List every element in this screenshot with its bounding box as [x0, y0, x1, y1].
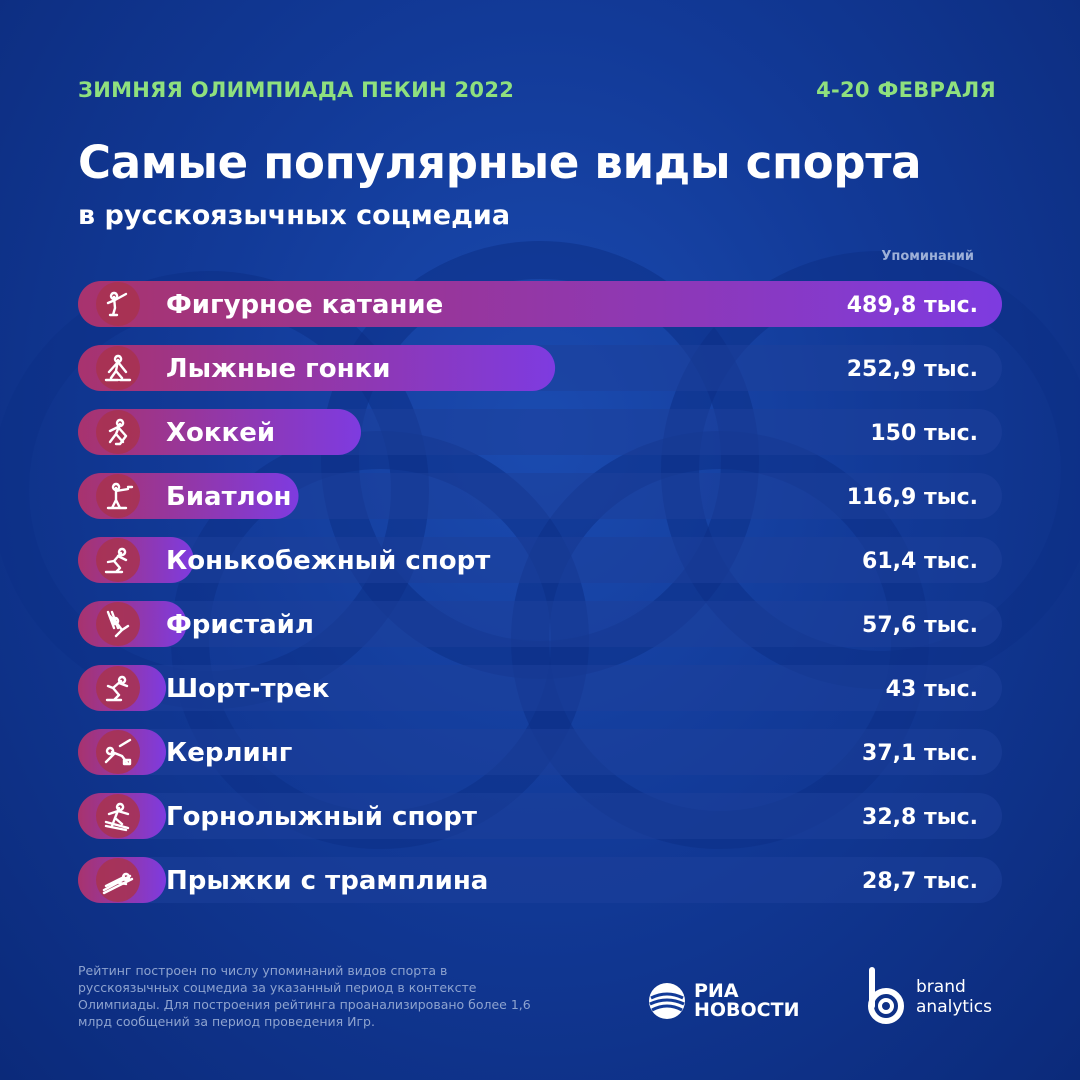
- brand-analytics-logo: brand analytics: [864, 966, 992, 1028]
- biathlon-icon: [106, 482, 134, 510]
- category-label: Шорт-трек: [166, 674, 330, 704]
- bar-row: Фигурное катание 489,8 тыс.: [78, 281, 1002, 327]
- value-axis-label: Упоминаний: [881, 249, 974, 264]
- category-label: Конькобежный спорт: [166, 546, 490, 576]
- icon-badge: [96, 474, 140, 518]
- value-label: 43 тыс.: [886, 677, 978, 702]
- category-label: Фристайл: [166, 610, 314, 640]
- page-title: Самые популярные виды спорта: [78, 136, 922, 189]
- ria-globe-icon: [649, 983, 685, 1019]
- bar-row: Прыжки с трамплина 28,7 тыс.: [78, 857, 1002, 903]
- freestyle-skiing-icon: [106, 610, 130, 638]
- category-label: Керлинг: [166, 738, 292, 768]
- value-label: 61,4 тыс.: [862, 549, 978, 574]
- value-label: 252,9 тыс.: [847, 357, 978, 382]
- bar-row: Керлинг 37,1 тыс.: [78, 729, 1002, 775]
- bar: [78, 281, 1002, 327]
- bar-track: [78, 729, 1002, 775]
- methodology-footnote: Рейтинг построен по числу упоминаний вид…: [78, 963, 531, 1029]
- page-subtitle: в русскоязычных соцмедиа: [78, 200, 511, 231]
- ria-logo-line1: РИА: [694, 980, 739, 1002]
- bar-row: Хоккей 150 тыс.: [78, 409, 1002, 455]
- bar-track: [78, 473, 1002, 519]
- category-label: Биатлон: [166, 482, 292, 512]
- speed-skating-icon: [104, 547, 128, 574]
- bar-row: Биатлон 116,9 тыс.: [78, 473, 1002, 519]
- category-label: Лыжные гонки: [166, 354, 390, 384]
- ba-logo-line2: analytics: [916, 997, 992, 1017]
- category-label: Фигурное катание: [166, 290, 443, 320]
- figure-skating-icon: [106, 291, 128, 317]
- value-label: 150 тыс.: [870, 421, 978, 446]
- category-label: Прыжки с трамплина: [166, 866, 488, 896]
- short-track-icon: [105, 675, 129, 702]
- bar-track: [78, 857, 1002, 903]
- bar-row: Горнолыжный спорт 32,8 тыс.: [78, 793, 1002, 839]
- bar-row: Лыжные гонки 252,9 тыс.: [78, 345, 1002, 391]
- ria-novosti-logo: РИА НОВОСТИ: [648, 982, 800, 1020]
- icon-badge: [96, 538, 140, 582]
- value-label: 489,8 тыс.: [847, 293, 978, 318]
- value-label: 28,7 тыс.: [862, 869, 978, 894]
- bar: [78, 409, 361, 455]
- ria-logo-line2: НОВОСТИ: [694, 999, 800, 1021]
- bar-row: Шорт-трек 43 тыс.: [78, 665, 1002, 711]
- icon-badge: [96, 666, 140, 710]
- ski-jumping-icon: [102, 872, 134, 895]
- value-label: 116,9 тыс.: [847, 485, 978, 510]
- bar-track: [78, 665, 1002, 711]
- brand-analytics-mark-icon: [868, 967, 904, 1024]
- cross-country-skiing-icon: [104, 354, 132, 382]
- bar-track: [78, 793, 1002, 839]
- ba-logo-line1: brand: [916, 977, 966, 997]
- alpine-skiing-icon: [104, 802, 130, 832]
- bar-row: Конькобежный спорт 61,4 тыс.: [78, 537, 1002, 583]
- icon-badge: [96, 794, 140, 838]
- icon-badge: [96, 346, 140, 390]
- category-label: Хоккей: [166, 418, 275, 448]
- icon-badge: [96, 282, 140, 326]
- event-dates: 4-20 ФЕВРАЛЯ: [816, 78, 996, 102]
- bar-row: Фристайл 57,6 тыс.: [78, 601, 1002, 647]
- bar-track: [78, 537, 1002, 583]
- curling-icon: [104, 738, 132, 766]
- event-kicker: ЗИМНЯЯ ОЛИМПИАДА ПЕКИН 2022: [78, 78, 515, 102]
- value-label: 32,8 тыс.: [862, 805, 978, 830]
- ice-hockey-icon: [108, 418, 128, 446]
- bar: [78, 345, 556, 391]
- category-label: Горнолыжный спорт: [166, 802, 477, 832]
- value-label: 37,1 тыс.: [862, 741, 978, 766]
- icon-badge: [96, 730, 140, 774]
- value-label: 57,6 тыс.: [862, 613, 978, 638]
- bar-track: [78, 601, 1002, 647]
